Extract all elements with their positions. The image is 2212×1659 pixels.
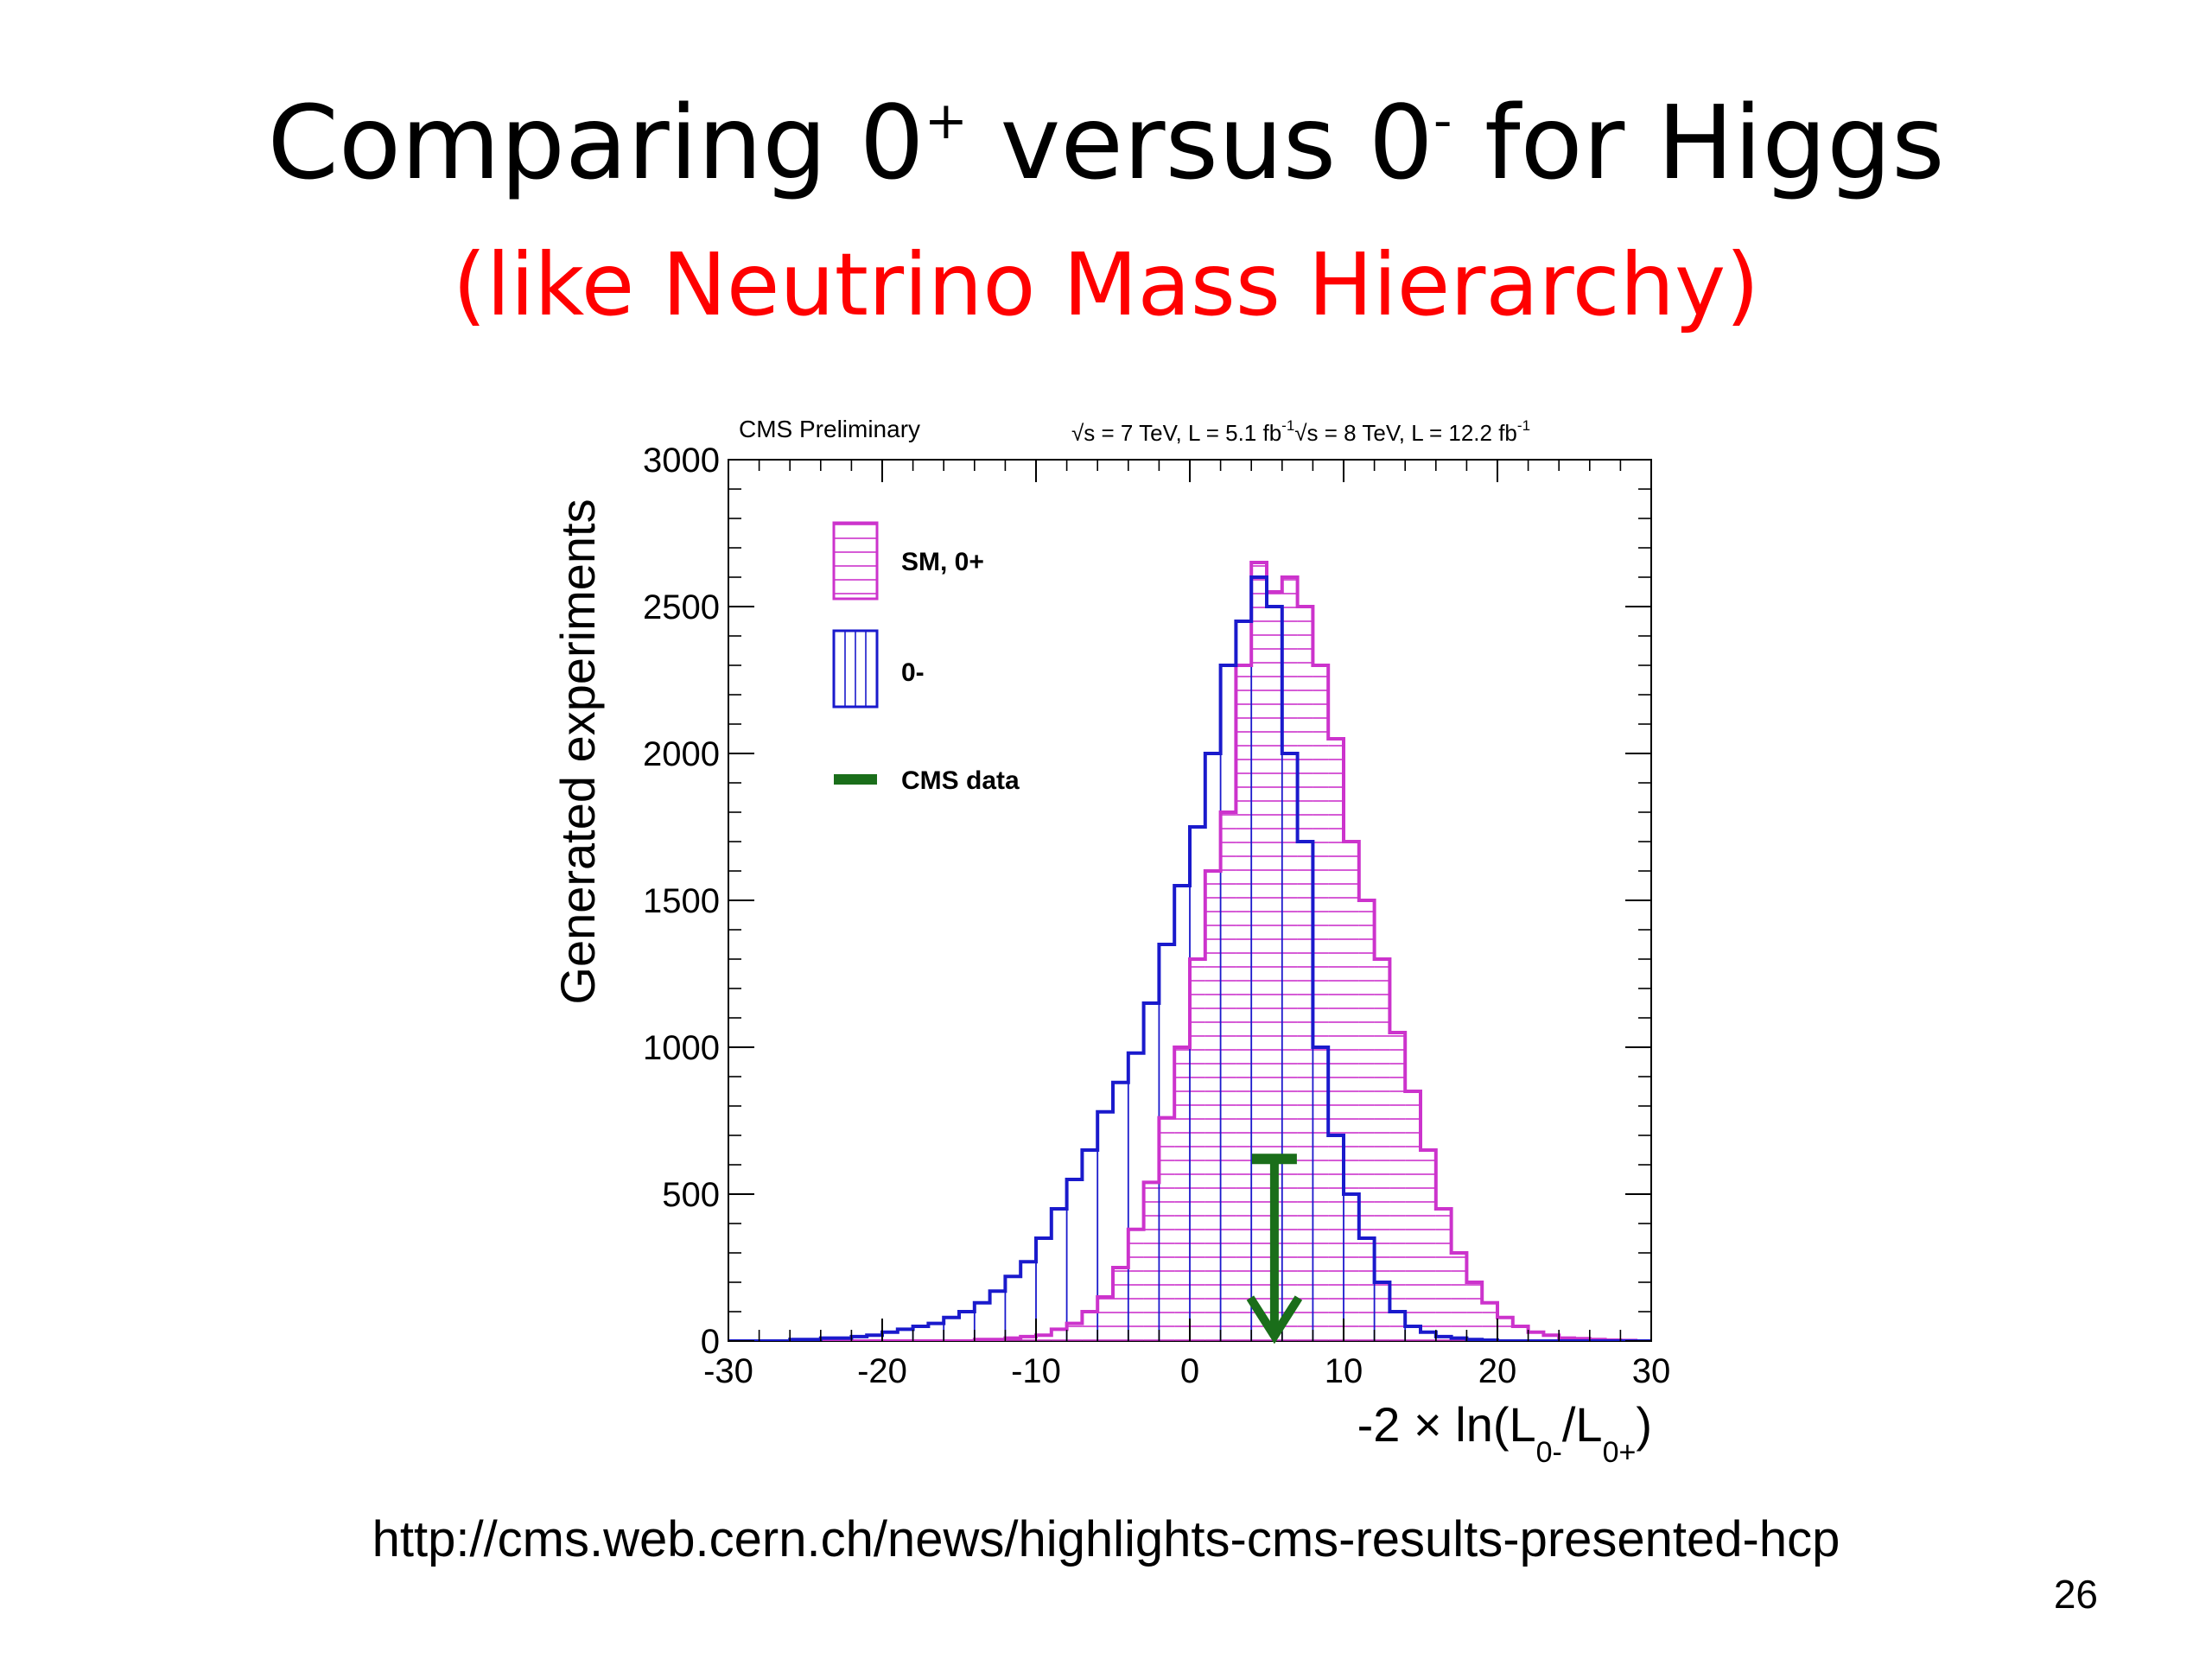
sm-bar bbox=[1281, 577, 1298, 1341]
sm-bar bbox=[1528, 1332, 1544, 1341]
x-tick-label: -20 bbox=[857, 1352, 907, 1390]
x-tick-label: 10 bbox=[1325, 1352, 1363, 1390]
sm-bar bbox=[1236, 665, 1252, 1341]
y-axis-label: Generated experiments bbox=[550, 499, 605, 1004]
title-text-1: Comparing 0 bbox=[267, 83, 925, 202]
sm-bar bbox=[1497, 1317, 1513, 1341]
y-tick-label: 500 bbox=[662, 1176, 720, 1214]
title-text-3: for Higgs bbox=[1452, 83, 1945, 202]
sm-bar bbox=[1328, 739, 1344, 1341]
title-text-2: versus 0 bbox=[968, 83, 1433, 202]
x-tick-label: 30 bbox=[1632, 1352, 1671, 1390]
sm-bar bbox=[1143, 1182, 1160, 1341]
legend-swatch-data bbox=[834, 774, 877, 785]
y-tick-label: 2000 bbox=[643, 735, 720, 773]
sm-bar bbox=[1297, 607, 1313, 1341]
sm-bar bbox=[1389, 1033, 1406, 1341]
y-tick-label: 1500 bbox=[643, 882, 720, 920]
sm-bar bbox=[1466, 1282, 1483, 1341]
sm-bar bbox=[1451, 1253, 1467, 1341]
sm-bar bbox=[1435, 1209, 1452, 1341]
y-tick-label: 1000 bbox=[643, 1029, 720, 1067]
y-tick-label: 3000 bbox=[643, 442, 720, 480]
title-superscript-minus: - bbox=[1433, 90, 1452, 151]
sm-bar bbox=[1066, 1323, 1083, 1341]
slide-title: Comparing 0+ versus 0- for Higgs bbox=[0, 82, 2212, 205]
legend-label-data: CMS data bbox=[901, 766, 1020, 795]
x-tick-label: -10 bbox=[1011, 1352, 1061, 1390]
legend-swatch-sm bbox=[832, 521, 879, 601]
sm-bar bbox=[1113, 1268, 1128, 1341]
x-tick-label: 0 bbox=[1180, 1352, 1199, 1390]
sm-bar bbox=[1374, 959, 1390, 1341]
sm-bar bbox=[1159, 1117, 1175, 1341]
sm-bar bbox=[1205, 871, 1221, 1341]
sm-bar bbox=[1051, 1329, 1067, 1341]
x-axis-label: -2 × ln(L0-/L0+) bbox=[1357, 1397, 1652, 1469]
energy-lumi-label: √s = 7 TeV, L = 5.1 fb-1√s = 8 TeV, L = … bbox=[1071, 417, 1530, 446]
alt-series-outline bbox=[728, 575, 1651, 1341]
sm-bar bbox=[1251, 563, 1267, 1341]
sm-bar bbox=[1190, 959, 1205, 1341]
slide-subtitle: (like Neutrino Mass Hierarchy) bbox=[452, 234, 1760, 335]
legend-label-alt: 0- bbox=[901, 658, 925, 687]
sm-bar bbox=[1097, 1297, 1113, 1341]
sm-bar bbox=[1020, 1336, 1036, 1341]
sm-bar bbox=[1313, 665, 1329, 1341]
sm-bar bbox=[1512, 1326, 1529, 1341]
data-marker-arrowhead bbox=[1246, 1295, 1303, 1344]
sm-bar bbox=[1036, 1335, 1052, 1341]
sm-bar bbox=[1082, 1312, 1098, 1341]
sm-bar bbox=[1220, 812, 1236, 1341]
sm-bar bbox=[1358, 900, 1375, 1341]
cms-preliminary-label: CMS Preliminary bbox=[739, 416, 920, 442]
sm-bar bbox=[1128, 1229, 1144, 1341]
slide-number: 26 bbox=[2053, 1572, 2098, 1617]
sm-bar bbox=[1344, 842, 1359, 1341]
sm-bar bbox=[1405, 1091, 1421, 1341]
y-tick-label: 0 bbox=[701, 1323, 720, 1361]
x-tick-label: 20 bbox=[1478, 1352, 1517, 1390]
source-url: http://cms.web.cern.ch/news/highlights-c… bbox=[372, 1511, 1840, 1567]
sm-bar bbox=[1482, 1302, 1497, 1341]
legend: SM, 0+ 0- CMS data bbox=[832, 521, 1020, 795]
legend-label-sm: SM, 0+ bbox=[901, 548, 984, 576]
x-tick-label: -30 bbox=[703, 1352, 753, 1390]
sm-bar bbox=[1421, 1150, 1436, 1341]
title-superscript-plus: + bbox=[924, 90, 969, 151]
y-tick-label: 2500 bbox=[643, 588, 720, 626]
sm-bar bbox=[1543, 1335, 1560, 1341]
sm-bar bbox=[1174, 1047, 1190, 1341]
